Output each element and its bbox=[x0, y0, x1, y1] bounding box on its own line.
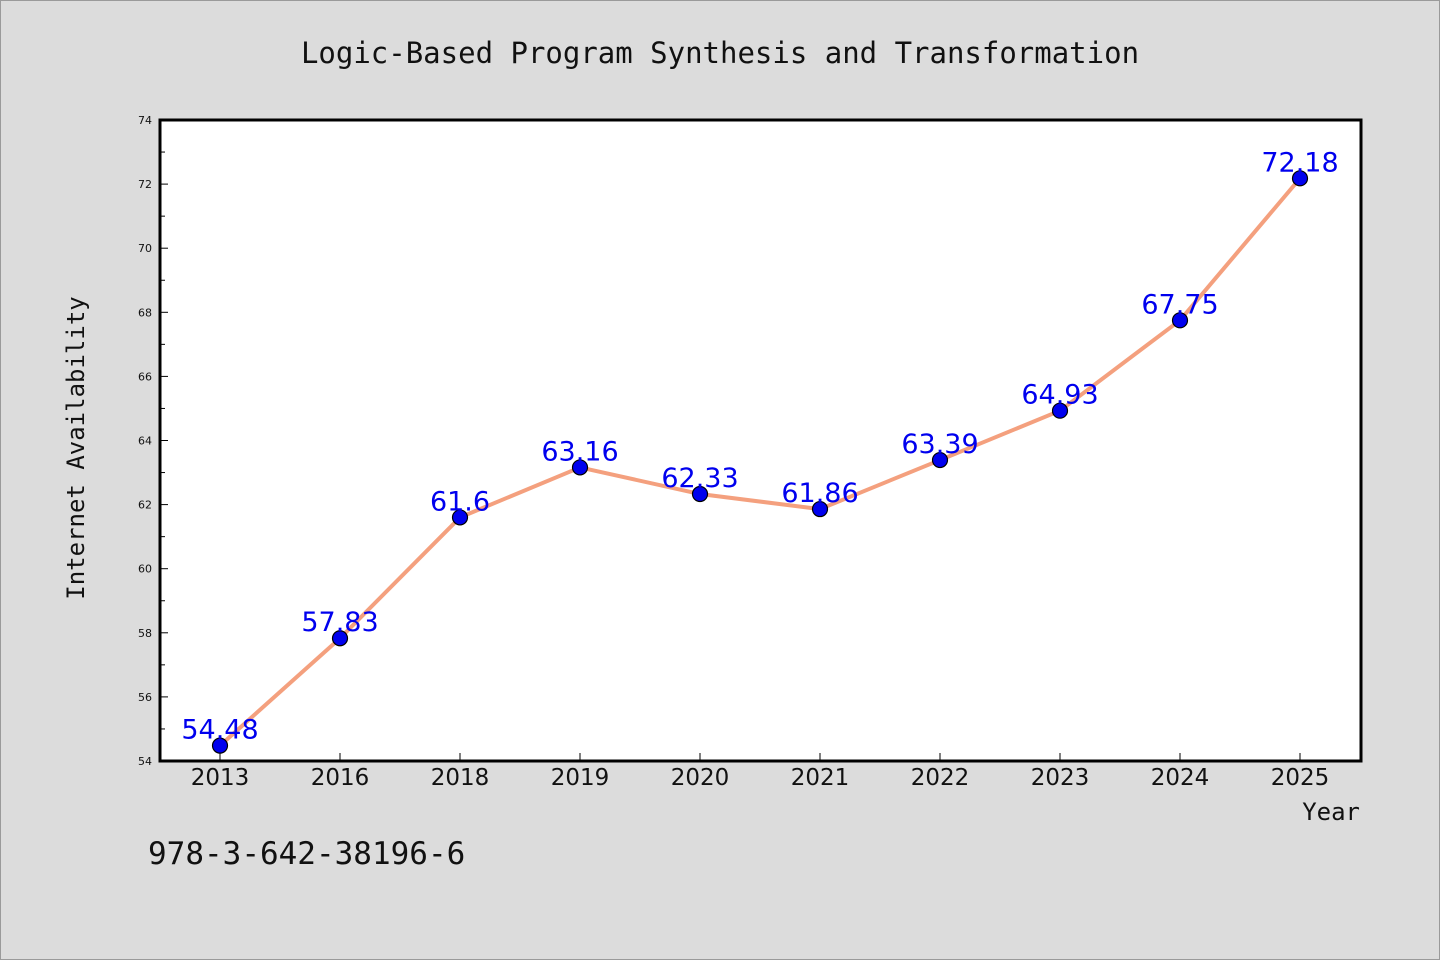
data-point bbox=[211, 737, 229, 754]
data-label: 61.86 bbox=[781, 478, 858, 509]
x-tick-label: 2018 bbox=[431, 765, 490, 791]
data-label: 63.39 bbox=[901, 429, 978, 460]
data-label: 57.83 bbox=[301, 607, 378, 638]
data-point bbox=[331, 630, 349, 647]
x-tick-label: 2019 bbox=[551, 765, 610, 791]
data-point bbox=[1291, 170, 1309, 187]
y-tick-label: 58 bbox=[138, 627, 152, 640]
data-label: 63.16 bbox=[541, 436, 618, 467]
data-point bbox=[1051, 402, 1069, 419]
data-point bbox=[571, 459, 589, 476]
y-tick-label: 62 bbox=[138, 499, 152, 512]
plot-area bbox=[160, 120, 1361, 761]
chart-title: Logic-Based Program Synthesis and Transf… bbox=[301, 36, 1139, 70]
x-tick-label: 2023 bbox=[1031, 765, 1090, 791]
x-tick-label: 2013 bbox=[191, 765, 250, 791]
y-tick-label: 56 bbox=[138, 691, 152, 704]
data-label: 64.93 bbox=[1021, 380, 1098, 411]
y-tick-label: 72 bbox=[138, 178, 152, 191]
y-tick-label: 60 bbox=[138, 563, 152, 576]
y-tick-label: 74 bbox=[138, 114, 152, 127]
isbn-text: 978-3-642-38196-6 bbox=[148, 836, 465, 872]
data-label: 72.18 bbox=[1261, 147, 1338, 178]
x-tick-label: 2016 bbox=[311, 765, 370, 791]
y-tick-label: 68 bbox=[138, 306, 152, 319]
y-tick-label: 64 bbox=[138, 435, 152, 448]
x-axis: 2013 2016 2018 2019 2020 2021 2022 2023 2024 2025 bbox=[191, 753, 1330, 791]
y-tick-label: 54 bbox=[138, 755, 152, 768]
x-tick-label: 2020 bbox=[671, 765, 730, 791]
data-label: 67.75 bbox=[1141, 289, 1218, 320]
x-tick-label: 2022 bbox=[911, 765, 970, 791]
data-label: 62.33 bbox=[661, 463, 738, 494]
x-axis-label: Year bbox=[1302, 798, 1360, 826]
data-label: 54.48 bbox=[181, 715, 258, 746]
plot-frame bbox=[158, 118, 1363, 763]
x-tick-label: 2021 bbox=[791, 765, 850, 791]
y-axis-label: Internet Availability bbox=[62, 296, 90, 599]
x-tick-label: 2025 bbox=[1271, 765, 1330, 791]
data-point bbox=[931, 451, 949, 469]
data-points bbox=[211, 170, 1309, 754]
data-point bbox=[1171, 312, 1189, 329]
data-label: 61.6 bbox=[430, 486, 490, 517]
series-line bbox=[218, 176, 1302, 748]
x-tick-label: 2024 bbox=[1151, 765, 1210, 791]
data-point bbox=[451, 509, 469, 526]
data-labels: 54.48 57.83 61.6 63.16 62.33 61.86 63.39 64.93 6… bbox=[181, 147, 1338, 745]
y-tick-label: 70 bbox=[138, 242, 152, 255]
data-point bbox=[811, 500, 829, 518]
data-point bbox=[691, 485, 709, 503]
y-tick-label: 66 bbox=[138, 370, 152, 383]
